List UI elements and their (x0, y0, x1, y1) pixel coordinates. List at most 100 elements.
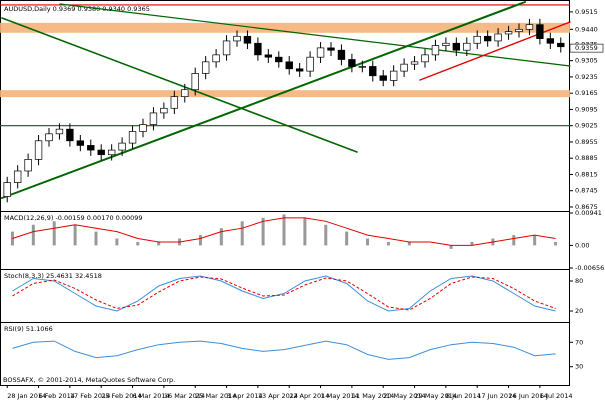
x-tick-label: 11 May 2014 (352, 392, 394, 400)
candle-body (233, 35, 241, 42)
candle-body (55, 128, 64, 135)
y-tick-label: 0.8885 (575, 154, 598, 162)
indicator-line (12, 276, 556, 311)
y-tick-label: 0.9235 (575, 73, 598, 81)
candle-body (504, 31, 513, 35)
candle-body (463, 42, 471, 51)
candle-body (118, 142, 126, 151)
x-tick-label: 25 Mar 2014 (195, 392, 236, 400)
last-price-label: 0.9359 (575, 44, 598, 52)
candle-body (24, 159, 32, 172)
candle-body (295, 68, 304, 72)
y-tick-label: 0.9515 (575, 8, 598, 16)
candle-body (222, 40, 231, 56)
y-tick-label: 0.9095 (575, 105, 598, 113)
candle-body (45, 133, 53, 142)
y-tick-label: 0.9440 (575, 25, 598, 33)
candle-body (546, 38, 555, 44)
candle-body (400, 63, 408, 72)
x-tick-label: 28 Jan 2014 (7, 392, 46, 400)
candle-body (160, 107, 168, 114)
candle-body (557, 42, 565, 48)
candle-body (452, 42, 461, 51)
y-tick-label: 0.8675 (575, 203, 598, 211)
x-tick-label: 8 Jun 2014 (446, 392, 481, 400)
x-tick-label: 13 Apr 2014 (258, 392, 298, 400)
candle-body (337, 49, 346, 60)
candle-body (306, 56, 314, 72)
candle-body (410, 61, 419, 65)
candle-body (254, 42, 262, 56)
x-tick-label: 25 Feb 2014 (101, 392, 141, 400)
y-tick-label: 20 (575, 307, 583, 315)
y-tick-label: 70 (575, 338, 583, 346)
price-zone (0, 22, 570, 33)
candle-body (76, 140, 85, 146)
y-tick-label: 0.8745 (575, 187, 598, 195)
footer: BOSSAFX, © 2001-2014, MetaQuotes Softwar… (3, 376, 175, 384)
y-tick-label: 0.9165 (575, 89, 598, 97)
panel-title: Stoch(8,3,3) 25.4631 32.4518 (4, 272, 102, 280)
candle-body (473, 35, 481, 44)
candle-body (191, 73, 199, 91)
x-tick-label: 6 Jul 2014 (540, 392, 573, 400)
x-tick-label: 6 Feb 2014 (39, 392, 75, 400)
candle-body (327, 47, 335, 51)
candle-body (3, 182, 11, 197)
x-tick-label: 17 Jun 2014 (477, 392, 516, 400)
candle-body (107, 149, 116, 156)
candle-body (483, 35, 492, 42)
indicator-line (12, 217, 556, 246)
panel-title: RSI(9) 51.1066 (4, 325, 53, 333)
indicator-line (12, 275, 556, 312)
y-tick-label: 0.00941 (575, 209, 602, 217)
x-tick-label: 17 Feb 2014 (70, 392, 110, 400)
trendline (419, 21, 571, 81)
last-price-tag (569, 43, 604, 53)
candle-body (139, 124, 147, 132)
y-tick-label: -0.00656 (575, 264, 604, 272)
candle-body (358, 66, 367, 68)
trendline (1, 17, 358, 153)
x-tick-label: 16 Mar 2014 (164, 392, 205, 400)
candle-body (212, 54, 220, 63)
candle-body (87, 145, 95, 151)
candle-body (316, 47, 325, 58)
x-tick-label: 22 Apr 2014 (289, 392, 329, 400)
candle-body (181, 89, 189, 98)
candle-body (149, 112, 158, 125)
candle-body (13, 170, 22, 183)
trendlines (1, 1, 571, 199)
y-tick-label: 0.9305 (575, 57, 598, 65)
candle-body (275, 56, 283, 63)
candle-body (369, 66, 377, 77)
x-tick-label: 1 May 2014 (321, 392, 359, 400)
x-tick-label: 26 Jun 2014 (509, 392, 548, 400)
x-tick-label: 29 May 2014 (415, 392, 457, 400)
price-zone (0, 90, 570, 98)
candle-body (525, 24, 534, 30)
candle-body (128, 131, 137, 144)
candle-body (348, 59, 356, 67)
trendline (59, 3, 571, 67)
y-tick-label: 80 (575, 277, 583, 285)
candle-body (170, 96, 179, 109)
candle-body (389, 70, 398, 81)
candle-body (66, 128, 74, 142)
candle-body (442, 42, 450, 46)
indicator-line (12, 340, 556, 360)
panel-title: AUDUSD,Daily 0.9369 0.9380 0.9340 0.9365 (4, 5, 150, 13)
candle-body (243, 35, 252, 44)
candle-body (379, 75, 387, 81)
candle-body (285, 61, 293, 70)
x-tick-label: 20 May 2014 (383, 392, 425, 400)
y-tick-label: 0.9025 (575, 122, 598, 130)
x-tick-label: 6 Mar 2014 (133, 392, 170, 400)
candle-body (494, 33, 502, 42)
y-tick-label: 0.8955 (575, 138, 598, 146)
panel-title: MACD(12,26,9) -0.00159 0.00170 0.00099 (4, 214, 143, 222)
plot-frame (0, 0, 570, 386)
x-tick-label: 3 Apr 2014 (227, 392, 263, 400)
